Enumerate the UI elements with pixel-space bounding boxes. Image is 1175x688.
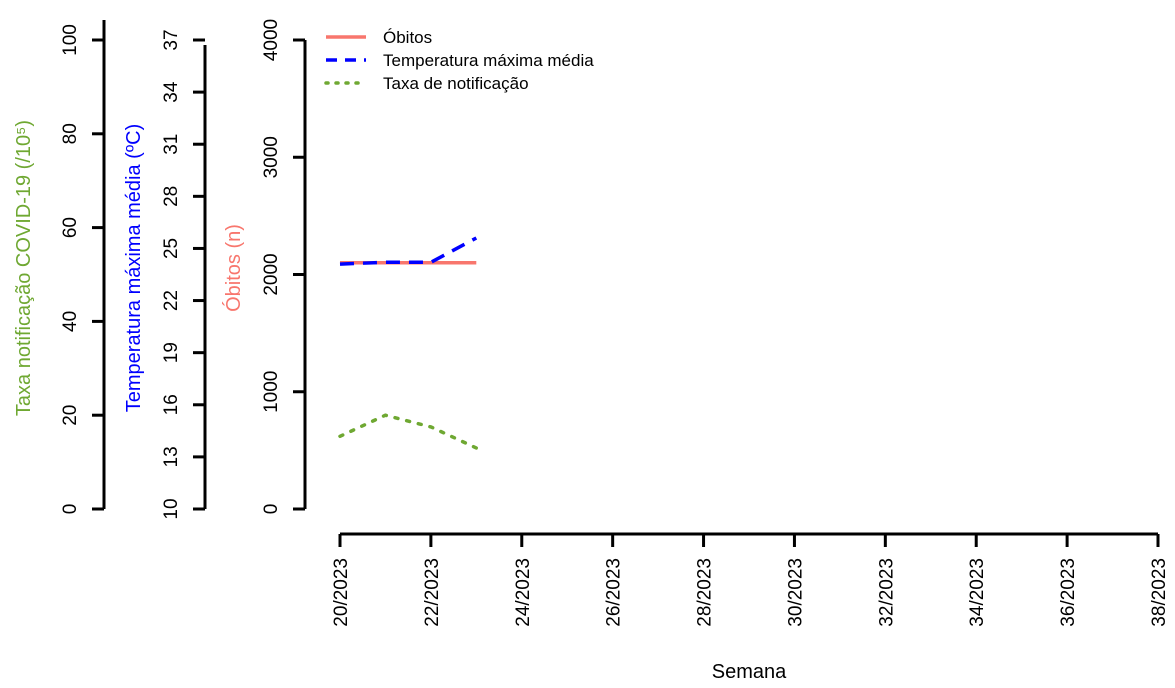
temperatura-tick-label: 10: [161, 498, 182, 519]
x-tick-label: 24/2023: [513, 558, 534, 627]
x-tick-label: 22/2023: [422, 558, 443, 627]
legend-label: Óbitos: [383, 28, 432, 47]
taxa-axis: 0 20 40 60 80 100: [60, 20, 106, 515]
x-axis-title: Semana: [712, 661, 787, 683]
temperatura-tick-label: 28: [161, 186, 182, 207]
temperatura-tick-label: 19: [161, 342, 182, 363]
taxa-tick-label: 20: [60, 405, 81, 426]
x-tick-label: 26/2023: [604, 558, 625, 627]
x-tick-label: 38/2023: [1149, 558, 1170, 627]
temperatura-tick-label: 31: [161, 134, 182, 155]
temperatura-tick-label: 22: [161, 290, 182, 311]
obitos-tick-label: 4000: [261, 19, 282, 61]
series-temperatura-line: [339, 236, 478, 266]
temperatura-axis: 10 13 16 19 22 25 28 31 34 37: [161, 29, 207, 520]
temperatura-tick-label: 37: [161, 29, 182, 50]
taxa-tick-label: 40: [60, 311, 81, 332]
x-tick-label: 20/2023: [331, 558, 352, 627]
obitos-axis-title: Óbitos (n): [222, 224, 245, 312]
obitos-tick-label: 3000: [261, 136, 282, 178]
series-taxa-line: [338, 413, 479, 450]
series-layer: [338, 236, 479, 450]
legend-label: Taxa de notificação: [383, 74, 529, 93]
temperatura-tick-label: 34: [161, 81, 182, 103]
taxa-tick-label: 60: [60, 217, 81, 238]
obitos-tick-label: 1000: [261, 371, 282, 413]
x-tick-label: 36/2023: [1058, 558, 1079, 627]
x-tick-label: 28/2023: [695, 558, 716, 627]
obitos-axis: 0 1000 2000 3000 4000: [261, 19, 307, 515]
temperatura-tick-label: 13: [161, 446, 182, 467]
taxa-axis-title: Taxa notificação COVID-19 (/10⁵): [13, 120, 35, 416]
legend-label: Temperatura máxima média: [383, 51, 594, 70]
taxa-tick-label: 100: [60, 24, 81, 56]
temperatura-axis-title: Temperatura máxima média (ºC): [123, 124, 145, 413]
taxa-tick-label: 0: [60, 504, 81, 515]
x-tick-label: 34/2023: [967, 558, 988, 627]
taxa-tick-label: 80: [60, 123, 81, 144]
x-tick-label: 32/2023: [876, 558, 897, 627]
x-tick-label: 30/2023: [785, 558, 806, 627]
temperatura-tick-label: 16: [161, 394, 182, 415]
obitos-tick-label: 0: [261, 504, 282, 515]
temperatura-tick-label: 25: [161, 238, 182, 259]
legend: Óbitos Temperatura máxima média Taxa de no…: [324, 28, 594, 93]
obitos-tick-label: 2000: [261, 253, 282, 295]
x-axis: 20/2023 22/2023 24/2023 26/2023 28/2023 30/20…: [331, 532, 1170, 627]
